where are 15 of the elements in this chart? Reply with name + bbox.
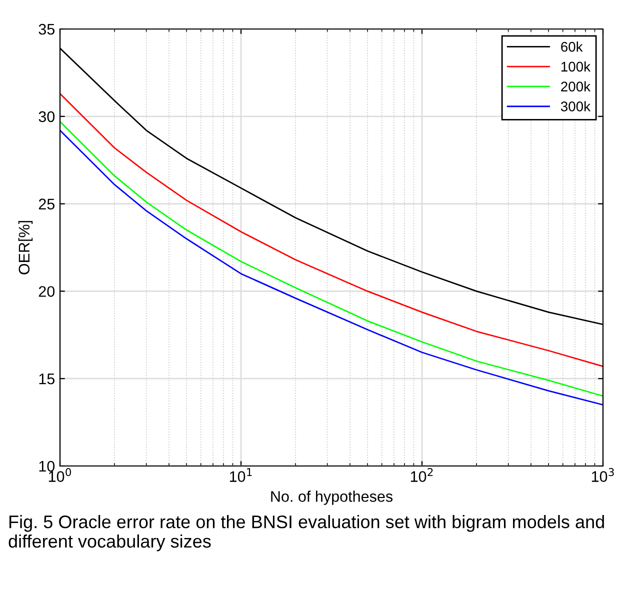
y-tick-label: 20: [38, 286, 55, 297]
x-tick-label: 10$^{1}$: [230, 468, 252, 482]
y-axis-title: OER[%]: [18, 221, 33, 274]
legend-label: 100k: [561, 61, 591, 72]
y-tick-label: 25: [38, 198, 54, 210]
caption: Fig. 5 Oracle error rate on the BNSI evaluation set with bigram models and different vocabulary sizes: [8, 515, 604, 552]
legend-label: 300k: [560, 101, 591, 112]
legend-label: 60k: [561, 42, 583, 52]
legend-label: 200k: [561, 81, 591, 92]
y-tick-label: 35: [38, 24, 54, 35]
x-tick-label: 10$^{3}$: [592, 468, 614, 482]
x-tick-label: 10$^{2}$: [410, 468, 433, 482]
y-tick-label: 15: [39, 374, 54, 384]
x-axis-title: No. of hypotheses: [271, 490, 393, 505]
y-tick-label: 30: [38, 111, 55, 122]
